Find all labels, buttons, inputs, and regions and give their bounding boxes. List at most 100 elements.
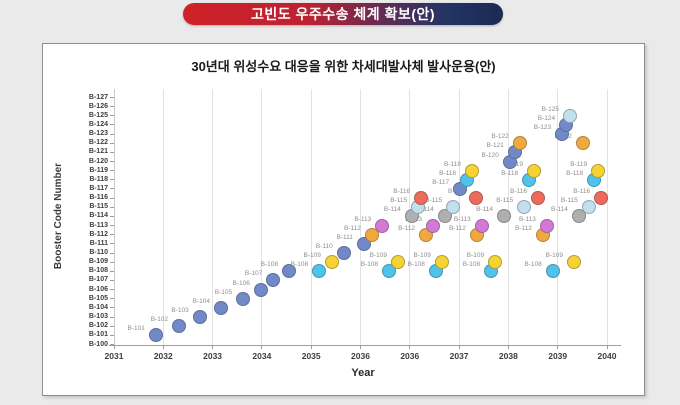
y-tick: [110, 344, 114, 345]
data-point: [512, 136, 527, 151]
data-point-label: B-114: [551, 206, 568, 214]
gridline: [310, 89, 312, 345]
data-point: [575, 136, 590, 151]
y-tick-label: B-113: [89, 221, 108, 229]
data-point-label: B-113: [518, 215, 536, 223]
data-point: [324, 255, 339, 270]
data-point-label: B-121: [486, 142, 504, 150]
data-point: [364, 227, 379, 242]
x-tick: [409, 344, 411, 349]
data-point-label: B-109: [466, 252, 485, 260]
y-tick-label: B-124: [88, 120, 108, 128]
data-point-label: B-109: [545, 252, 563, 260]
data-point-label: B-118: [439, 169, 456, 177]
data-point: [312, 264, 327, 279]
data-point-label: B-112: [343, 224, 361, 232]
data-point: [172, 319, 187, 334]
data-point-label: B-113: [354, 215, 372, 223]
x-axis-title: Year: [351, 367, 375, 379]
x-tick-label: 2038: [498, 350, 518, 361]
x-tick: [113, 344, 115, 349]
y-tick-label: B-115: [89, 203, 108, 211]
data-point-label: B-103: [171, 307, 189, 315]
data-point-label: B-116: [510, 188, 527, 196]
y-tick-label: B-123: [88, 130, 108, 138]
y-tick-label: B-110: [89, 249, 108, 257]
x-tick: [162, 344, 164, 349]
y-tick-label: B-126: [88, 102, 108, 110]
chart-panel: 30년대 위성수요 대응을 위한 차세대발사체 발사운용(안) Booster …: [42, 43, 645, 396]
y-tick: [110, 279, 114, 281]
y-tick-label: B-107: [88, 276, 108, 284]
y-tick: [110, 325, 114, 327]
gridline: [360, 89, 361, 345]
x-axis-line: [109, 344, 621, 346]
data-point-label: B-114: [416, 206, 434, 214]
data-point-label: B-113: [453, 215, 471, 223]
data-point-label: B-115: [390, 197, 408, 205]
y-tick-label: B-105: [88, 294, 108, 302]
y-tick-label: B-109: [88, 258, 108, 266]
y-tick: [110, 252, 114, 254]
gridline: [261, 89, 263, 345]
y-tick-label: B-108: [88, 267, 108, 275]
data-point-label: B-108: [290, 261, 309, 269]
x-tick: [606, 344, 608, 349]
data-point: [571, 209, 586, 224]
data-point-label: B-112: [515, 224, 532, 232]
data-point: [336, 246, 351, 261]
x-tick-label: 2032: [153, 350, 173, 361]
data-point-label: B-124: [537, 114, 556, 122]
data-point-label: B-102: [150, 316, 169, 324]
y-tick: [110, 270, 114, 272]
y-tick: [110, 225, 114, 227]
data-point: [591, 163, 606, 178]
y-tick: [110, 316, 114, 318]
y-tick-label: B-111: [89, 239, 108, 247]
y-tick-label: B-101: [88, 331, 108, 339]
data-point-label: B-115: [560, 197, 578, 205]
data-point-label: B-114: [383, 206, 401, 214]
data-point: [581, 200, 596, 215]
data-point: [382, 264, 397, 279]
data-point-label: B-108: [360, 261, 379, 269]
plot-area: 2031 2032 2033 2034 2035 2036 2036 2037 2038 2039…: [89, 89, 621, 361]
data-point: [425, 218, 440, 233]
data-point: [266, 273, 281, 288]
data-point-label: B-117: [432, 178, 450, 186]
data-point-label: B-108: [260, 261, 278, 269]
data-point-label: B-118: [501, 169, 519, 177]
y-tick: [110, 161, 114, 163]
y-tick: [110, 215, 114, 217]
x-tick-label: 2039: [548, 350, 568, 361]
y-tick: [110, 234, 114, 236]
data-point-label: B-116: [573, 188, 591, 196]
data-point: [375, 218, 390, 233]
data-point: [474, 218, 489, 233]
data-point: [434, 255, 449, 270]
y-tick: [110, 206, 114, 208]
y-tick: [110, 170, 114, 172]
y-tick: [110, 298, 114, 300]
data-point: [539, 218, 554, 233]
gridline: [458, 89, 460, 345]
data-point: [545, 264, 560, 279]
data-point: [527, 163, 542, 178]
y-tick: [110, 188, 114, 190]
data-point-label: B-109: [413, 252, 431, 260]
y-tick: [110, 106, 114, 108]
data-point: [468, 191, 483, 206]
slide-header-banner: 고빈도 우주수송 체계 확보(안): [183, 3, 503, 25]
y-tick: [110, 97, 114, 98]
gridline: [113, 89, 115, 345]
y-tick-label: B-117: [89, 184, 108, 192]
data-point-label: B-119: [444, 160, 461, 168]
y-tick-label: B-118: [89, 175, 108, 183]
data-point: [517, 200, 532, 215]
gridline: [162, 89, 164, 345]
data-point-label: B-108: [462, 261, 481, 269]
data-point-label: B-105: [214, 288, 233, 296]
x-tick-label: 2033: [203, 350, 223, 361]
y-tick-label: B-125: [88, 111, 108, 119]
